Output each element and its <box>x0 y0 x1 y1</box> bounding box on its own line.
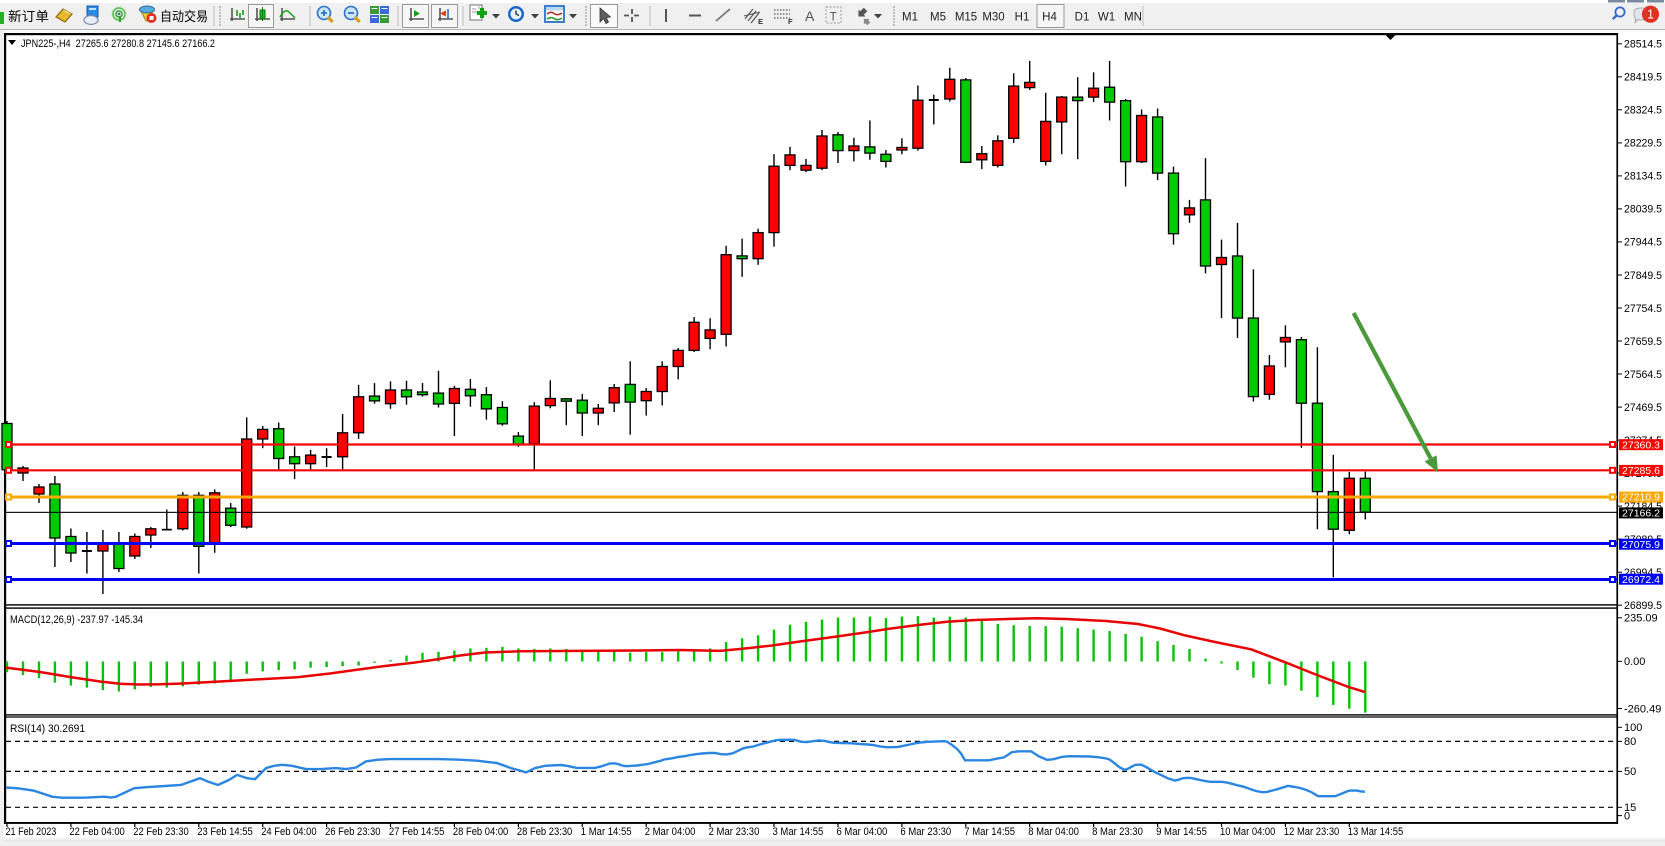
svg-text:0.00: 0.00 <box>1624 656 1645 668</box>
svg-text:27166.2: 27166.2 <box>1622 508 1660 520</box>
svg-text:26972.4: 26972.4 <box>1622 574 1660 586</box>
svg-text:1: 1 <box>1647 7 1654 21</box>
svg-text:27075.9: 27075.9 <box>1622 539 1660 551</box>
svg-text:27944.5: 27944.5 <box>1624 237 1662 249</box>
svg-text:28419.5: 28419.5 <box>1624 72 1662 84</box>
svg-text:3 Mar 14:55: 3 Mar 14:55 <box>773 826 824 838</box>
svg-text:新订单: 新订单 <box>8 9 49 24</box>
svg-text:2 Mar 04:00: 2 Mar 04:00 <box>645 826 696 838</box>
svg-text:27849.5: 27849.5 <box>1624 270 1662 282</box>
svg-text:28229.5: 28229.5 <box>1624 138 1662 150</box>
svg-text:22 Feb 23:30: 22 Feb 23:30 <box>133 826 188 838</box>
svg-text:D1: D1 <box>1075 12 1090 24</box>
svg-text:6 Mar 04:00: 6 Mar 04:00 <box>837 826 888 838</box>
svg-text:M1: M1 <box>902 12 918 24</box>
svg-text:24 Feb 04:00: 24 Feb 04:00 <box>261 826 316 838</box>
svg-text:28 Feb 04:00: 28 Feb 04:00 <box>453 826 508 838</box>
svg-text:27360.3: 27360.3 <box>1622 439 1660 451</box>
svg-text:E: E <box>758 17 763 26</box>
svg-text:MN: MN <box>1124 12 1142 24</box>
svg-text:100: 100 <box>1624 722 1642 734</box>
svg-text:13 Mar 14:55: 13 Mar 14:55 <box>1348 826 1403 838</box>
svg-text:MACD(12,26,9) -237.97 -145.34: MACD(12,26,9) -237.97 -145.34 <box>10 614 143 626</box>
svg-text:H4: H4 <box>1042 12 1057 24</box>
svg-text:7 Mar 14:55: 7 Mar 14:55 <box>964 826 1015 838</box>
svg-text:6 Mar 23:30: 6 Mar 23:30 <box>900 826 951 838</box>
svg-text:28039.5: 28039.5 <box>1624 204 1662 216</box>
svg-text:2 Mar 23:30: 2 Mar 23:30 <box>709 826 760 838</box>
svg-text:27754.5: 27754.5 <box>1624 303 1662 315</box>
svg-text:23 Feb 14:55: 23 Feb 14:55 <box>197 826 252 838</box>
svg-text:28324.5: 28324.5 <box>1624 105 1662 117</box>
svg-text:27285.6: 27285.6 <box>1622 465 1660 477</box>
svg-text:A: A <box>805 8 815 24</box>
svg-text:9 Mar 14:55: 9 Mar 14:55 <box>1156 826 1207 838</box>
svg-text:28514.5: 28514.5 <box>1624 39 1662 51</box>
svg-text:27210.9: 27210.9 <box>1622 492 1660 504</box>
svg-text:H1: H1 <box>1015 12 1030 24</box>
svg-text:8 Mar 04:00: 8 Mar 04:00 <box>1028 826 1079 838</box>
svg-text:W1: W1 <box>1098 12 1115 24</box>
svg-text:0: 0 <box>1624 810 1630 822</box>
svg-text:235.09: 235.09 <box>1624 613 1658 625</box>
svg-text:F: F <box>788 17 793 26</box>
svg-text:10 Mar 04:00: 10 Mar 04:00 <box>1220 826 1275 838</box>
svg-text:27659.5: 27659.5 <box>1624 336 1662 348</box>
svg-text:22 Feb 04:00: 22 Feb 04:00 <box>69 826 124 838</box>
svg-text:27469.5: 27469.5 <box>1624 402 1662 414</box>
svg-text:RSI(14) 30.2691: RSI(14) 30.2691 <box>10 723 85 735</box>
svg-text:JPN225-,H4 27265.6 27280.8 27: JPN225-,H4 27265.6 27280.8 27145.6 27166… <box>21 38 215 50</box>
svg-text:M5: M5 <box>930 12 946 24</box>
svg-text:27 Feb 14:55: 27 Feb 14:55 <box>389 826 444 838</box>
svg-text:26 Feb 23:30: 26 Feb 23:30 <box>325 826 380 838</box>
svg-text:M15: M15 <box>955 12 977 24</box>
svg-text:15: 15 <box>1624 802 1636 814</box>
svg-text:-260.49: -260.49 <box>1624 703 1661 715</box>
svg-text:50: 50 <box>1624 766 1636 778</box>
svg-text:自动交易: 自动交易 <box>160 9 208 24</box>
svg-text:27564.5: 27564.5 <box>1624 369 1662 381</box>
svg-text:28134.5: 28134.5 <box>1624 171 1662 183</box>
svg-text:8 Mar 23:30: 8 Mar 23:30 <box>1092 826 1143 838</box>
svg-text:M30: M30 <box>982 12 1004 24</box>
svg-text:12 Mar 23:30: 12 Mar 23:30 <box>1284 826 1339 838</box>
svg-text:80: 80 <box>1624 736 1636 748</box>
svg-text:26899.5: 26899.5 <box>1624 600 1662 612</box>
svg-text:1 Mar 14:55: 1 Mar 14:55 <box>581 826 632 838</box>
svg-text:T: T <box>830 10 838 24</box>
svg-text:28 Feb 23:30: 28 Feb 23:30 <box>517 826 572 838</box>
svg-text:21 Feb 2023: 21 Feb 2023 <box>6 826 57 838</box>
